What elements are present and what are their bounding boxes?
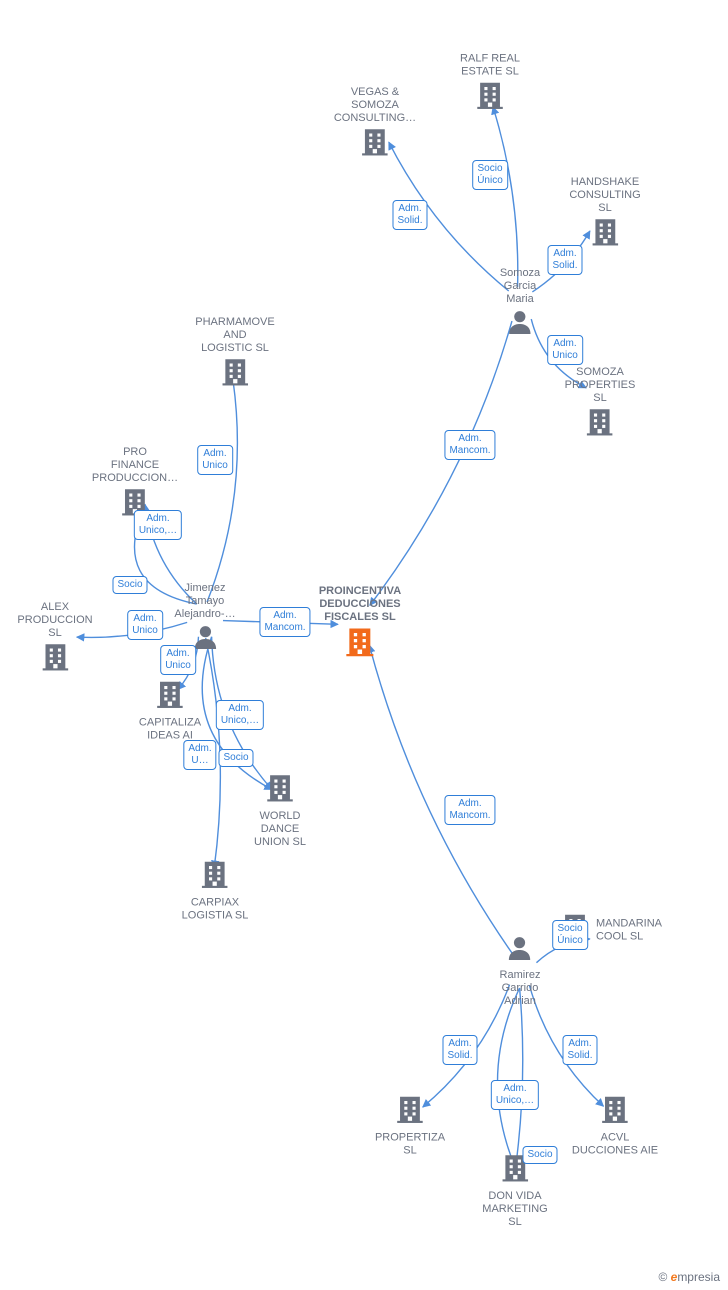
edge-label: Socio xyxy=(522,1146,557,1164)
node-label: PRO FINANCE PRODUCCION… xyxy=(92,446,178,485)
node-carpiax[interactable]: CARPIAX LOGISTIA SL xyxy=(182,858,249,923)
edge-label: Adm. Unico xyxy=(197,445,233,475)
edge xyxy=(207,377,237,602)
building-icon xyxy=(588,215,622,254)
node-label: PROPERTIZA SL xyxy=(375,1132,445,1158)
node-ralf[interactable]: RALF REAL ESTATE SL xyxy=(460,53,520,118)
node-world_dance[interactable]: WORLD DANCE UNION SL xyxy=(254,771,306,849)
node-label: DON VIDA MARKETING SL xyxy=(482,1190,547,1229)
node-label: Somoza Garcia Maria xyxy=(500,267,540,306)
node-label: Jimenez Tamayo Alejandro-… xyxy=(174,582,235,621)
edge-label: Adm. U… xyxy=(183,740,216,770)
edge-label: Adm. Solid. xyxy=(547,245,582,275)
node-alex[interactable]: ALEX PRODUCCION SL xyxy=(17,601,92,679)
node-label: ALEX PRODUCCION SL xyxy=(17,601,92,640)
edge-label: Adm. Mancom. xyxy=(259,607,310,637)
edge-label: Socio Único xyxy=(472,160,508,190)
building-icon xyxy=(218,355,252,394)
node-propertiza[interactable]: PROPERTIZA SL xyxy=(375,1093,445,1158)
edge-label: Adm. Mancom. xyxy=(444,430,495,460)
node-label: SOMOZA PROPERTIES SL xyxy=(565,366,636,405)
person-icon xyxy=(504,306,536,343)
edge-label: Adm. Unico xyxy=(160,645,196,675)
node-handshake[interactable]: HANDSHAKE CONSULTING SL xyxy=(569,176,640,254)
building-icon xyxy=(358,125,392,164)
edge-label: Adm. Unico,… xyxy=(491,1080,539,1110)
edge-label: Adm. Solid. xyxy=(392,200,427,230)
edge xyxy=(370,321,512,605)
node-label: PHARMAMOVE AND LOGISTIC SL xyxy=(195,316,274,355)
building-icon xyxy=(198,858,232,897)
node-ramirez[interactable]: Ramirez Garrido Adrian xyxy=(500,932,541,1008)
node-label: HANDSHAKE CONSULTING SL xyxy=(569,176,640,215)
edge-label: Adm. Solid. xyxy=(562,1035,597,1065)
edge-label: Socio Único xyxy=(552,920,588,950)
node-label: CARPIAX LOGISTIA SL xyxy=(182,897,249,923)
building-icon xyxy=(263,771,297,810)
node-label: Ramirez Garrido Adrian xyxy=(500,969,541,1008)
node-label: ACVL DUCCIONES AIE xyxy=(572,1132,658,1158)
node-somoza[interactable]: Somoza Garcia Maria xyxy=(500,267,540,343)
node-label: RALF REAL ESTATE SL xyxy=(460,53,520,79)
node-label: WORLD DANCE UNION SL xyxy=(254,810,306,849)
edge-label: Adm. Unico,… xyxy=(216,700,264,730)
building-icon xyxy=(393,1093,427,1132)
node-capitaliza[interactable]: CAPITALIZA IDEAS AI xyxy=(139,678,201,743)
building-icon xyxy=(583,405,617,444)
node-acvl[interactable]: ACVL DUCCIONES AIE xyxy=(572,1093,658,1158)
edge xyxy=(515,988,522,1168)
node-label: VEGAS & SOMOZA CONSULTING… xyxy=(334,86,416,125)
building-icon xyxy=(473,79,507,118)
copyright-symbol: © xyxy=(658,1270,667,1284)
node-somoza_prop[interactable]: SOMOZA PROPERTIES SL xyxy=(565,366,636,444)
building-icon xyxy=(153,678,187,717)
brand-rest: mpresia xyxy=(677,1270,720,1284)
edge-label: Adm. Unico xyxy=(127,610,163,640)
edge-label: Socio xyxy=(112,576,147,594)
watermark: © empresia xyxy=(658,1270,720,1284)
edge-label: Socio xyxy=(218,749,253,767)
edge-label: Adm. Unico,… xyxy=(134,510,182,540)
edge-label: Adm. Solid. xyxy=(442,1035,477,1065)
edge-label: Adm. Unico xyxy=(547,335,583,365)
building-center-icon xyxy=(342,624,378,665)
node-center[interactable]: PROINCENTIVA DEDUCCIONES FISCALES SL xyxy=(319,585,401,665)
node-vegas[interactable]: VEGAS & SOMOZA CONSULTING… xyxy=(334,86,416,164)
building-icon xyxy=(598,1093,632,1132)
building-icon xyxy=(38,640,72,679)
edge xyxy=(497,988,519,1168)
node-label: PROINCENTIVA DEDUCCIONES FISCALES SL xyxy=(319,585,401,624)
edge xyxy=(493,107,518,287)
node-label: CAPITALIZA IDEAS AI xyxy=(139,717,201,743)
person-icon xyxy=(504,932,536,969)
node-pharmamove[interactable]: PHARMAMOVE AND LOGISTIC SL xyxy=(195,316,274,394)
edge-label: Adm. Mancom. xyxy=(444,795,495,825)
node-label: MANDARINA COOL SL xyxy=(596,917,662,943)
network-diagram: PROINCENTIVA DEDUCCIONES FISCALES SL VEG… xyxy=(0,0,728,1290)
